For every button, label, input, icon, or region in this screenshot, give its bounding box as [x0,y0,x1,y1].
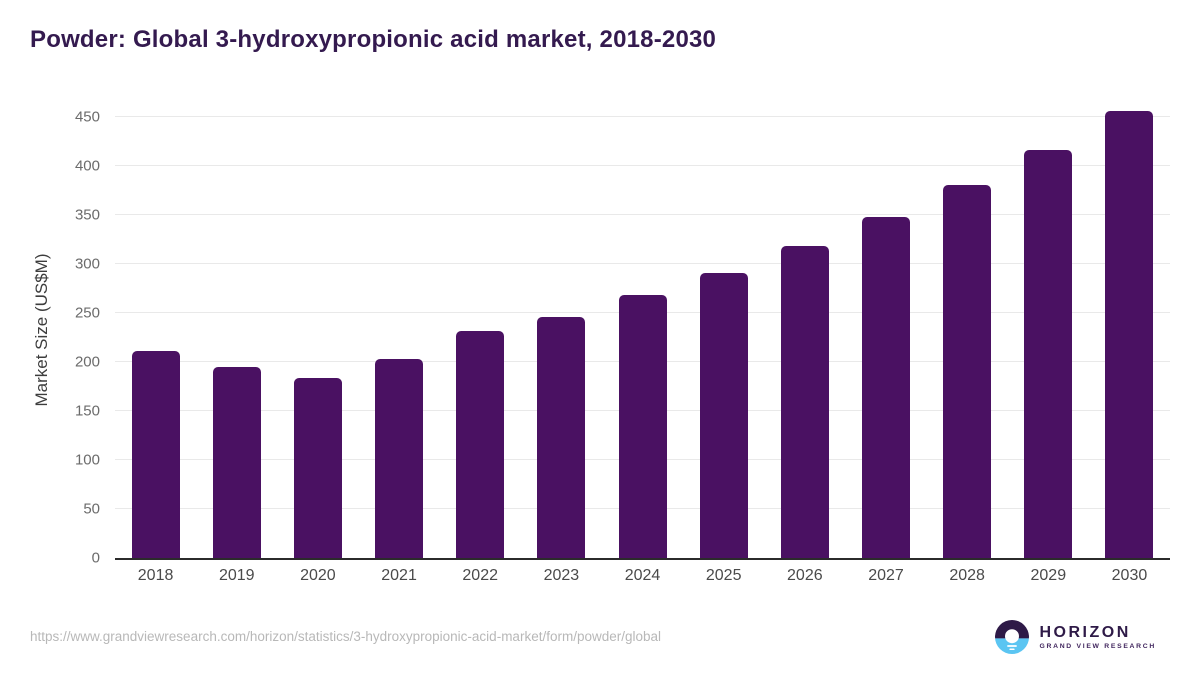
bar-slot [602,102,683,558]
bar-2025 [699,272,748,558]
x-tick-label: 2022 [462,567,498,584]
bar-2019 [212,366,261,558]
bar-2029 [1024,150,1073,558]
x-tick-label: 2029 [1030,567,1067,584]
bar-2030 [1105,110,1154,558]
x-tick-label: 2025 [705,567,742,584]
x-tick-label: 2024 [624,567,661,584]
logo-text: HORIZON GRAND VIEW RESEARCH [1039,624,1156,651]
gridline [115,262,1170,264]
x-axis-ticks: 2018 2019 2020 2021 2022 2023 2024 2025 2026 2027… [115,567,1170,585]
bar-slot [521,102,602,558]
y-tick-label: 0 [91,549,100,567]
logo-subtitle: GRAND VIEW RESEARCH [1039,643,1156,651]
x-tick-label: 2026 [787,567,823,584]
y-tick-label: 450 [74,108,100,126]
bar-2021 [375,358,424,558]
x-tick-label: 2019 [218,567,255,584]
gridline [115,213,1170,215]
bar-2026 [780,246,829,558]
gridline [115,115,1170,117]
x-tick-label: 2020 [300,567,336,584]
bar-series [115,102,1170,558]
y-tick-label: 350 [74,206,100,224]
y-tick-label: 100 [74,451,100,469]
bar-slot [764,102,845,558]
bar-2022 [456,331,505,558]
x-tick-label: 2028 [949,567,985,584]
bar-slot [196,102,277,558]
source-url: https://www.grandviewresearch.com/horizo… [30,629,662,644]
y-tick-label: 400 [74,157,100,175]
bar-2020 [293,377,342,558]
bar-slot [1089,102,1170,558]
y-tick-label: 50 [83,500,100,518]
x-tick-label: 2018 [137,567,174,584]
x-tick-label: 2021 [381,567,417,584]
bar-slot [358,102,439,558]
chart-title: Powder: Global 3-hydroxypropionic acid m… [30,26,717,53]
bar-2023 [537,316,586,558]
bar-2028 [943,185,992,558]
x-tick-label: 2027 [868,567,904,584]
gridline [115,164,1170,166]
bar-slot [1008,102,1089,558]
x-tick-label: 2030 [1111,567,1148,584]
horizon-logo: HORIZON GRAND VIEW RESEARCH [995,620,1156,654]
bar-slot [277,102,358,558]
y-axis-ticks: 0 50 100 150 200 250 300 350 400 450 [0,102,100,566]
bar-slot [440,102,521,558]
bar-slot [683,102,764,558]
bar-slot [845,102,926,558]
bar-slot [927,102,1008,558]
y-tick-label: 300 [74,255,100,273]
bar-2024 [618,295,667,558]
y-tick-label: 250 [74,304,100,322]
y-tick-label: 150 [74,402,100,420]
sun-horizon-icon [995,620,1030,654]
y-tick-label: 200 [74,353,100,371]
x-tick-label: 2023 [543,567,580,584]
bar-2018 [131,351,180,558]
logo-wordmark: HORIZON [1039,623,1131,641]
bar-2027 [861,216,910,558]
plot-area [115,102,1170,560]
bar-slot [115,102,196,558]
